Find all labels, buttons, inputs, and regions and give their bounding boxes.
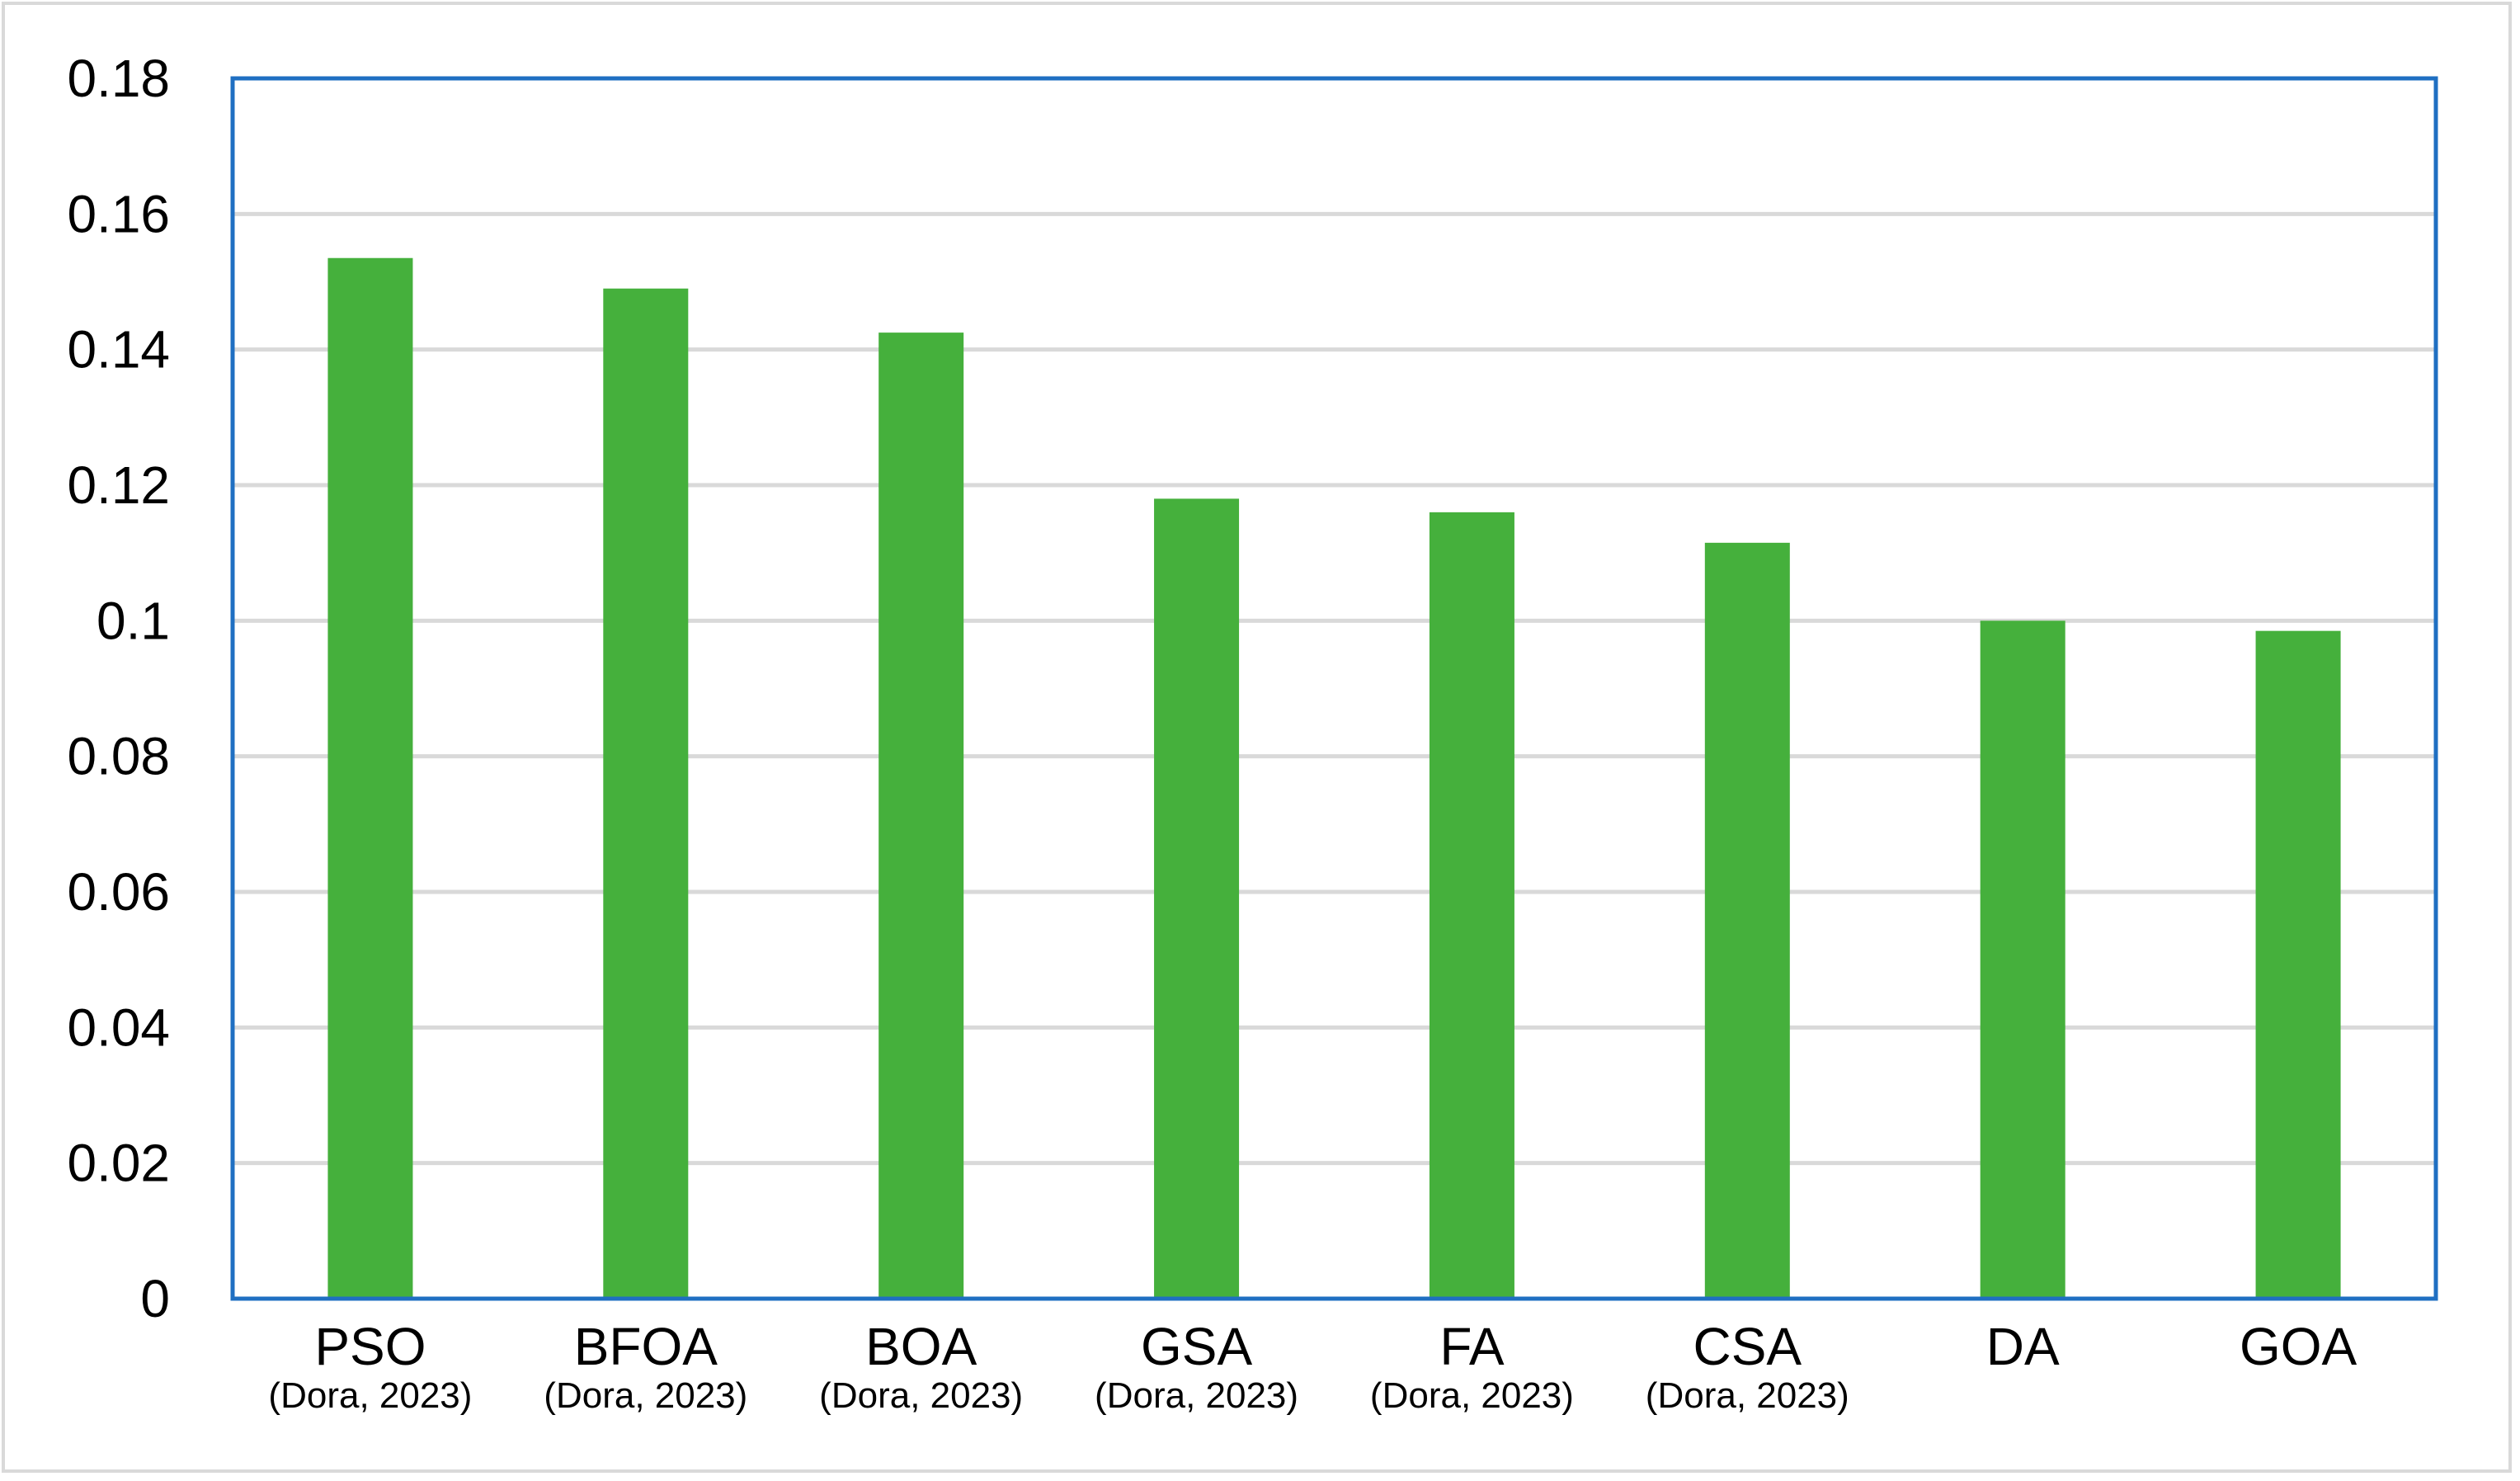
- bar-boa: [878, 333, 964, 1299]
- y-tick-label: 0.1: [97, 591, 170, 650]
- y-tick-label: 0.08: [67, 727, 170, 786]
- x-category-label: FA: [1439, 1317, 1505, 1376]
- x-category-sublabel: (Dora, 2023): [1646, 1375, 1849, 1416]
- y-tick-label: 0.14: [67, 320, 170, 380]
- x-category-label: DA: [1986, 1317, 2060, 1376]
- x-category-label: CSA: [1693, 1317, 1802, 1376]
- x-category-label: PSO: [314, 1317, 426, 1376]
- y-tick-label: 0.18: [67, 49, 170, 108]
- x-category-sublabel: (Dora, 2023): [819, 1375, 1023, 1416]
- x-category-sublabel: (Dora, 2023): [1370, 1375, 1574, 1416]
- x-category-label: GSA: [1141, 1317, 1252, 1376]
- bars: [327, 257, 2341, 1299]
- y-tick-label: 0.06: [67, 862, 170, 922]
- y-tick-label: 0.12: [67, 455, 170, 515]
- bar-fa: [1429, 512, 1514, 1299]
- plot-area-border: [230, 76, 2438, 1301]
- bar-goa: [2255, 630, 2341, 1299]
- bar-pso: [327, 257, 413, 1299]
- y-tick-label: 0.02: [67, 1134, 170, 1193]
- y-tick-label: 0.04: [67, 998, 170, 1057]
- x-category-sublabel: (Dora, 2023): [268, 1375, 472, 1416]
- x-axis-tick-labels: PSO(Dora, 2023)BFOA(Dora, 2023)BOA(Dora,…: [268, 1317, 2357, 1416]
- y-axis-tick-labels: 0 0.02 0.04 0.06 0.08 0.1 0.12 0.14 0.16 0.18: [67, 49, 170, 1328]
- bar-csa: [1704, 542, 1790, 1299]
- x-category-label: BOA: [865, 1317, 977, 1376]
- bar-gsa: [1154, 498, 1240, 1299]
- y-tick-label: 0.16: [67, 184, 170, 243]
- y-tick-label: 0: [140, 1269, 170, 1328]
- x-category-label: BFOA: [574, 1317, 718, 1376]
- x-category-label: GOA: [2240, 1317, 2357, 1376]
- bar-da: [1980, 620, 2065, 1299]
- x-category-sublabel: (Dora, 2023): [1095, 1375, 1298, 1416]
- gridlines: [233, 211, 2436, 1166]
- bar-bfoa: [603, 288, 689, 1299]
- x-category-sublabel: (Dora, 2023): [544, 1375, 747, 1416]
